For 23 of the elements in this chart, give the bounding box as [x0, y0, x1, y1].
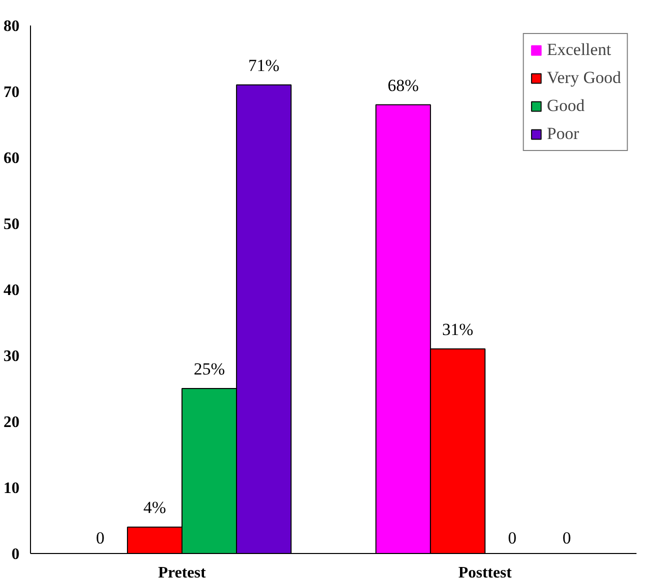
legend-label: Good: [546, 96, 585, 116]
y-tick-label: 0: [12, 546, 20, 563]
data-label: 0: [562, 528, 572, 548]
x-tick-label: Pretest: [158, 564, 207, 582]
data-label: 0: [508, 528, 517, 548]
y-tick-label: 30: [4, 348, 20, 365]
data-label: 68%: [388, 76, 419, 95]
legend-label: Very Good: [546, 68, 621, 88]
y-tick-label: 10: [4, 480, 20, 497]
y-tick-label: 80: [4, 18, 20, 35]
legend-label: Poor: [546, 124, 579, 144]
y-tick-label: 20: [4, 414, 20, 431]
data-label: 0: [96, 528, 104, 548]
legend-label: Excellent: [546, 40, 612, 60]
data-label: 31%: [442, 320, 474, 339]
data-label: 71%: [248, 56, 280, 75]
data-label: 4%: [143, 498, 166, 518]
y-tick-label: 60: [4, 150, 20, 167]
y-tick-label: 70: [4, 84, 20, 101]
x-tick-label: Posttest: [458, 564, 512, 582]
y-tick-label: 40: [4, 282, 20, 299]
data-label: 25%: [194, 360, 225, 379]
y-tick-label: 50: [4, 216, 20, 233]
